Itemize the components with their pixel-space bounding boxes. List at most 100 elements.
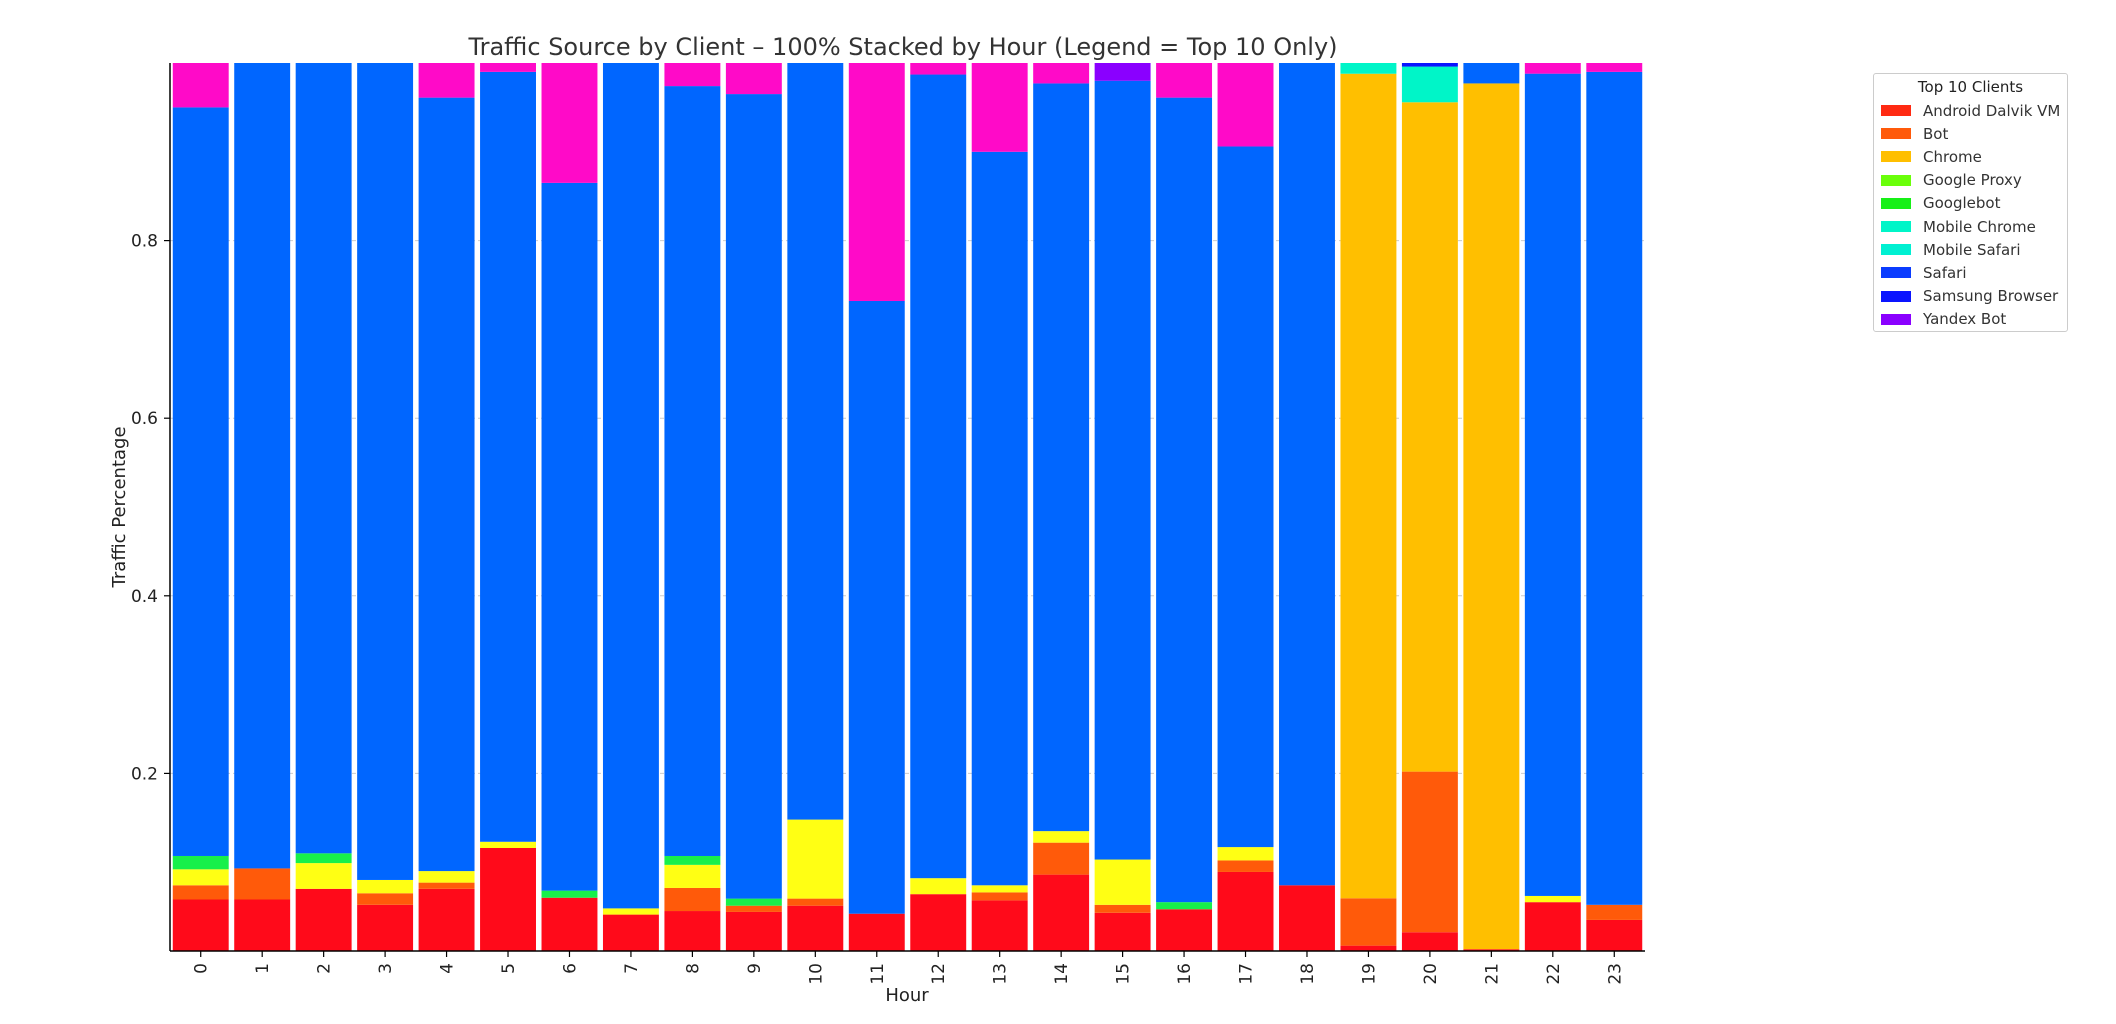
bar-segment-hour-0-series-9 xyxy=(172,63,229,108)
bar-segment-hour-20-series-4 xyxy=(1401,102,1458,772)
legend-label: Mobile Chrome xyxy=(1923,217,2036,236)
x-tick-label: 9 xyxy=(745,963,765,974)
bar-segment-hour-21-series-0 xyxy=(1463,949,1520,951)
bar-segment-hour-7-series-0 xyxy=(602,914,659,951)
bar-segment-hour-14-series-0 xyxy=(1033,874,1090,951)
x-tick-label: 1 xyxy=(253,963,273,974)
bar-segment-hour-17-series-9 xyxy=(1217,63,1274,147)
bar-segment-hour-15-series-8 xyxy=(1094,63,1151,81)
x-tick-label: 15 xyxy=(1114,963,1134,985)
bar-segment-hour-9-series-1 xyxy=(725,905,782,912)
x-tick-label: 4 xyxy=(438,963,458,974)
bar-segment-hour-7-series-6 xyxy=(602,63,659,909)
bar-segment-hour-8-series-6 xyxy=(664,86,721,856)
legend-label: Chrome xyxy=(1923,147,1982,166)
bar-segment-hour-20-series-1 xyxy=(1401,771,1458,933)
x-tick-label: 20 xyxy=(1421,963,1441,985)
bar-segment-hour-7-series-2 xyxy=(602,908,659,915)
bar-segment-hour-2-series-2 xyxy=(295,863,352,889)
bar-segment-hour-6-series-9 xyxy=(541,63,598,183)
bar-segment-hour-23-series-0 xyxy=(1586,919,1643,951)
bar-segment-hour-20-series-5 xyxy=(1401,66,1458,103)
bar-segment-hour-3-series-6 xyxy=(357,63,414,880)
legend-item: Samsung Browser xyxy=(1880,285,2061,308)
bar-segment-hour-11-series-0 xyxy=(848,913,905,951)
bar-segment-hour-16-series-9 xyxy=(1156,63,1213,98)
bar-segment-hour-23-series-9 xyxy=(1586,63,1643,72)
bar-segment-hour-9-series-6 xyxy=(725,94,782,899)
bar-segment-hour-1-series-1 xyxy=(234,868,291,900)
bar-segment-hour-2-series-6 xyxy=(295,63,352,854)
bar-segment-hour-8-series-3 xyxy=(664,855,721,865)
legend-title: Top 10 Clients xyxy=(1917,78,2024,96)
bar-segment-hour-5-series-2 xyxy=(480,841,536,848)
bar-segment-hour-0-series-0 xyxy=(172,899,229,951)
grid-lines xyxy=(170,240,1645,774)
bar-segment-hour-16-series-3 xyxy=(1156,902,1213,910)
bar-segment-hour-0-series-6 xyxy=(172,107,229,856)
x-tick-label: 12 xyxy=(929,963,949,985)
bar-segment-hour-6-series-6 xyxy=(541,182,598,891)
bar-segment-hour-10-series-6 xyxy=(787,63,844,820)
bar-segment-hour-14-series-1 xyxy=(1033,842,1090,875)
bar-segment-hour-10-series-2 xyxy=(787,819,844,899)
legend-swatch xyxy=(1881,105,1911,117)
bar-segment-hour-23-series-6 xyxy=(1586,71,1643,905)
bar-segment-hour-0-series-3 xyxy=(172,855,229,870)
bar-segment-hour-17-series-1 xyxy=(1217,860,1274,872)
bar-segment-hour-19-series-4 xyxy=(1340,73,1397,899)
bar-segment-hour-13-series-6 xyxy=(971,151,1028,886)
chart-legend: Top 10 Clients Android Dalvik VM Bot Chrom… xyxy=(1873,73,2068,332)
bar-segment-hour-11-series-6 xyxy=(848,300,905,914)
legend-swatch xyxy=(1881,197,1911,209)
bar-segment-hour-11-series-9 xyxy=(848,63,905,301)
bar-segment-hour-16-series-0 xyxy=(1156,909,1213,951)
legend-swatch xyxy=(1881,313,1911,325)
y-tick-label: 0.6 xyxy=(131,409,158,429)
x-tick-label: 16 xyxy=(1175,963,1195,985)
bar-segment-hour-4-series-2 xyxy=(418,871,475,883)
x-tick-label: 5 xyxy=(499,963,519,974)
bar-segment-hour-1-series-0 xyxy=(234,899,291,951)
x-axis-label: Hour xyxy=(885,985,929,1006)
bar-segment-hour-12-series-0 xyxy=(910,894,967,951)
x-tick-label: 13 xyxy=(991,963,1011,985)
bar-segment-hour-14-series-6 xyxy=(1033,83,1090,832)
legend-items: Android Dalvik VM Bot Chrome Google Proxy Go… xyxy=(1880,99,2061,331)
legend-label: Safari xyxy=(1923,263,1967,282)
x-tick-label: 22 xyxy=(1544,963,1564,985)
bar-segment-hour-22-series-9 xyxy=(1524,63,1581,74)
bar-segment-hour-12-series-9 xyxy=(910,63,967,75)
legend-label: Googlebot xyxy=(1923,194,2001,213)
bar-segment-hour-0-series-2 xyxy=(172,869,229,886)
bar-segment-hour-8-series-1 xyxy=(664,887,721,912)
x-tick-label: 14 xyxy=(1052,963,1072,985)
legend-swatch xyxy=(1881,128,1911,140)
legend-item: Chrome xyxy=(1880,145,2061,168)
x-tick-label: 18 xyxy=(1298,963,1318,985)
legend-swatch xyxy=(1881,174,1911,186)
bar-segment-hour-4-series-0 xyxy=(418,888,475,951)
bar-segment-hour-13-series-2 xyxy=(971,885,1028,893)
bar-segment-hour-22-series-2 xyxy=(1524,895,1581,903)
bar-segment-hour-9-series-9 xyxy=(725,63,782,95)
legend-label: Google Proxy xyxy=(1923,171,2022,190)
legend-swatch xyxy=(1881,290,1911,302)
legend-label: Yandex Bot xyxy=(1923,310,2007,329)
bar-segment-hour-9-series-0 xyxy=(725,911,782,951)
x-tick-label: 11 xyxy=(868,963,888,985)
legend-item: Safari xyxy=(1880,261,2061,284)
bar-segment-hour-20-series-7 xyxy=(1401,63,1458,67)
legend-swatch xyxy=(1881,151,1911,163)
x-tick-label: 6 xyxy=(560,963,580,974)
bar-segment-hour-23-series-1 xyxy=(1586,904,1643,920)
bar-segment-hour-20-series-0 xyxy=(1401,932,1458,951)
bar-segment-hour-13-series-9 xyxy=(971,63,1028,152)
bar-segment-hour-6-series-0 xyxy=(541,897,598,951)
legend-label: Mobile Safari xyxy=(1923,240,2021,259)
bar-segment-hour-8-series-9 xyxy=(664,63,721,87)
bar-segment-hour-4-series-1 xyxy=(418,882,475,889)
legend-item: Bot xyxy=(1880,122,2061,145)
legend-swatch xyxy=(1881,267,1911,279)
